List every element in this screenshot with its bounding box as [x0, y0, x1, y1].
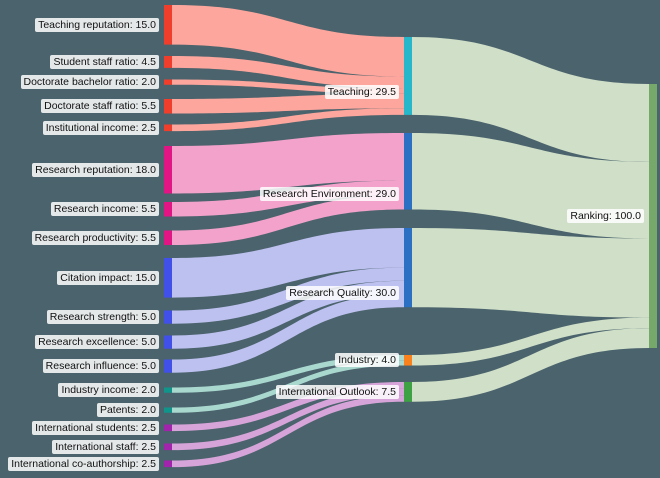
- sankey-link-research_reputation-research_environment: [172, 133, 404, 194]
- sankey-node-doctorate_staff_ratio[interactable]: [164, 99, 172, 114]
- node-label-international_students: International students: 2.5: [32, 420, 159, 435]
- sankey-node-industry[interactable]: [404, 355, 412, 366]
- sankey-link-student_staff_ratio-teaching: [172, 56, 404, 89]
- sankey-link-teaching-ranking: [412, 37, 649, 162]
- sankey-node-international_staff[interactable]: [164, 443, 172, 451]
- sankey-link-international_coauthorship-international_outlook: [172, 395, 404, 468]
- sankey-link-industry_income-industry: [172, 355, 404, 393]
- node-label-research_strength: Research strength: 5.0: [46, 310, 159, 325]
- sankey-link-teaching_reputation-teaching: [172, 5, 404, 77]
- sankey-node-international_coauthorship[interactable]: [164, 460, 172, 468]
- node-label-doctorate_staff_ratio: Doctorate staff ratio: 5.5: [41, 99, 159, 114]
- sankey-link-industry-ranking: [412, 317, 649, 366]
- sankey-node-research_environment[interactable]: [404, 133, 412, 210]
- sankey-node-student_staff_ratio[interactable]: [164, 56, 172, 68]
- node-label-international_coauthorship: International co-authorship: 2.5: [8, 456, 159, 471]
- node-label-industry: Industry: 4.0: [335, 353, 399, 368]
- sankey-node-teaching_reputation[interactable]: [164, 5, 172, 45]
- node-label-doctorate_bachelor_ratio: Doctorate bachelor ratio: 2.0: [20, 75, 159, 90]
- sankey-node-research_quality[interactable]: [404, 228, 412, 308]
- node-label-international_staff: International staff: 2.5: [52, 439, 159, 454]
- sankey-node-ranking[interactable]: [649, 84, 657, 348]
- node-label-international_outlook: International Outlook: 7.5: [275, 384, 399, 399]
- node-label-research_environment: Research Environment: 29.0: [259, 187, 399, 202]
- sankey-link-international_students-international_outlook: [172, 382, 404, 432]
- node-label-teaching_reputation: Teaching reputation: 15.0: [35, 17, 159, 32]
- node-label-research_influence: Research influence: 5.0: [42, 359, 159, 374]
- sankey-node-research_productivity[interactable]: [164, 230, 172, 246]
- sankey-link-research_quality-ranking: [412, 228, 649, 318]
- node-label-patents: Patents: 2.0: [96, 403, 159, 418]
- node-label-research_productivity: Research productivity: 5.5: [31, 230, 159, 245]
- node-label-teaching: Teaching: 29.5: [324, 84, 399, 99]
- sankey-link-citation_impact-research_quality: [172, 228, 404, 298]
- sankey-node-research_reputation[interactable]: [164, 146, 172, 194]
- sankey-node-institutional_income[interactable]: [164, 124, 172, 132]
- node-label-industry_income: Industry income: 2.0: [58, 383, 159, 398]
- node-label-research_excellence: Research excellence: 5.0: [35, 335, 159, 350]
- sankey-link-research_productivity-research_environment: [172, 195, 404, 246]
- sankey-link-international_staff-international_outlook: [172, 388, 404, 451]
- sankey-node-research_strength[interactable]: [164, 310, 172, 324]
- node-label-research_reputation: Research reputation: 18.0: [32, 162, 159, 177]
- sankey-link-institutional_income-teaching: [172, 108, 404, 132]
- node-label-student_staff_ratio: Student staff ratio: 4.5: [50, 54, 159, 69]
- sankey-link-research_influence-research_quality: [172, 294, 404, 373]
- node-label-institutional_income: Institutional income: 2.5: [42, 120, 159, 135]
- sankey-node-patents[interactable]: [164, 407, 172, 413]
- node-label-citation_impact: Citation impact: 15.0: [57, 270, 159, 285]
- sankey-node-doctorate_bachelor_ratio[interactable]: [164, 79, 172, 85]
- node-label-research_quality: Research Quality: 30.0: [286, 285, 399, 300]
- sankey-node-industry_income[interactable]: [164, 387, 172, 393]
- sankey-node-international_outlook[interactable]: [404, 382, 412, 402]
- sankey-node-citation_impact[interactable]: [164, 258, 172, 298]
- sankey-node-teaching[interactable]: [404, 37, 412, 115]
- sankey-node-research_excellence[interactable]: [164, 335, 172, 349]
- sankey-node-research_income[interactable]: [164, 202, 172, 217]
- sankey-node-research_influence[interactable]: [164, 359, 172, 373]
- sankey-link-international_outlook-ranking: [412, 328, 649, 402]
- sankey-node-international_students[interactable]: [164, 424, 172, 432]
- node-label-ranking: Ranking: 100.0: [567, 208, 644, 224]
- node-label-research_income: Research income: 5.5: [50, 202, 159, 217]
